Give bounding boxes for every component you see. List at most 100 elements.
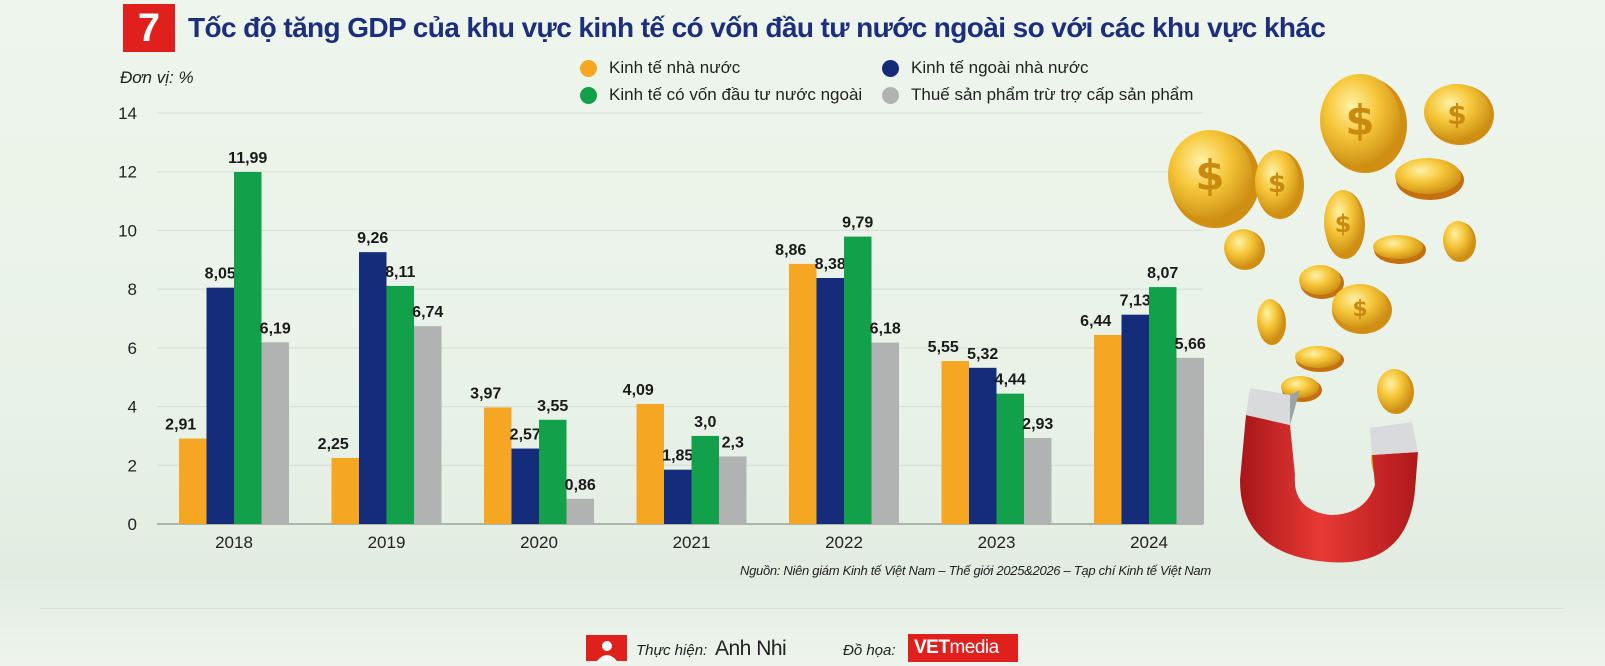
magnet-icon bbox=[1240, 388, 1418, 563]
legend: Kinh tế nhà nước Kinh tế ngoài nhà nước … bbox=[580, 58, 1280, 114]
data-label: 4,44 bbox=[995, 372, 1026, 389]
bar bbox=[691, 435, 719, 524]
data-label: 6,44 bbox=[1080, 313, 1111, 330]
data-label: 1,85 bbox=[662, 448, 693, 465]
bar bbox=[359, 252, 387, 524]
y-tick-label: 6 bbox=[128, 339, 137, 358]
coin-icon: $ bbox=[1320, 74, 1407, 173]
chart-title: Tốc độ tăng GDP của khu vực kinh tế có v… bbox=[188, 12, 1326, 43]
y-tick-label: 14 bbox=[118, 104, 137, 123]
data-label: 5,32 bbox=[967, 346, 998, 363]
bar bbox=[789, 263, 817, 524]
data-label: 11,99 bbox=[228, 150, 267, 167]
coin-icon bbox=[1299, 265, 1344, 299]
data-label: 3,0 bbox=[694, 414, 716, 431]
legend-swatch-state bbox=[580, 59, 597, 77]
coin-icon bbox=[1395, 158, 1464, 200]
x-tick-label: 2020 bbox=[520, 533, 558, 552]
bar bbox=[1149, 287, 1177, 524]
bar bbox=[816, 277, 844, 524]
coin-icon bbox=[1224, 229, 1265, 270]
data-label: 8,86 bbox=[775, 242, 806, 259]
author-name: Anh Nhi bbox=[715, 637, 787, 660]
data-label: 8,38 bbox=[815, 256, 846, 273]
bar bbox=[206, 287, 234, 524]
x-tick-label: 2019 bbox=[368, 533, 406, 552]
bar bbox=[969, 367, 997, 524]
data-label: 8,11 bbox=[385, 264, 415, 281]
data-label: 2,25 bbox=[318, 436, 349, 453]
bar bbox=[844, 236, 872, 524]
coin-icon bbox=[1377, 369, 1414, 414]
bar bbox=[386, 285, 414, 524]
data-label: 2,93 bbox=[1022, 416, 1053, 433]
x-tick-label: 2023 bbox=[978, 533, 1016, 552]
data-label: 2,3 bbox=[722, 434, 744, 451]
legend-swatch-non-state bbox=[882, 59, 899, 77]
legend-item-state: Kinh tế nhà nước bbox=[580, 58, 740, 78]
legend-label-tax: Thuế sản phẩm trừ trợ cấp sản phẩm bbox=[911, 85, 1194, 104]
x-tick-label: 2024 bbox=[1130, 533, 1168, 552]
coin-icon: $ bbox=[1332, 284, 1392, 334]
bar bbox=[871, 342, 899, 524]
data-label: 3,97 bbox=[470, 385, 501, 402]
data-label: 9,26 bbox=[357, 230, 388, 247]
bar bbox=[1176, 357, 1204, 524]
data-label: 3,55 bbox=[537, 398, 568, 415]
bar bbox=[511, 448, 539, 524]
bar bbox=[179, 438, 207, 524]
svg-text:$: $ bbox=[1345, 96, 1374, 145]
data-label: 5,66 bbox=[1175, 336, 1206, 353]
bar bbox=[1024, 437, 1052, 524]
chart-number-badge: 7 bbox=[123, 4, 175, 52]
coin-icon: $ bbox=[1324, 190, 1365, 259]
bar-chart: 0 2 4 6 8 10 12 14 2,91 8,05 11,99 6,19 2018 2,25 9,26… bbox=[118, 104, 1206, 552]
y-tick-label: 0 bbox=[128, 515, 137, 534]
coin-icon bbox=[1295, 346, 1344, 372]
bar bbox=[566, 498, 594, 524]
data-label: 8,05 bbox=[205, 266, 236, 283]
bar bbox=[234, 172, 262, 524]
coin-icon: $ bbox=[1424, 84, 1494, 145]
svg-text:$: $ bbox=[1268, 169, 1286, 199]
data-label: 8,07 bbox=[1147, 265, 1178, 282]
x-tick-label: 2022 bbox=[825, 533, 863, 552]
coin-icon: $ bbox=[1255, 150, 1304, 219]
legend-item-non-state: Kinh tế ngoài nhà nước bbox=[882, 58, 1089, 78]
data-label: 0,86 bbox=[565, 477, 596, 494]
y-tick-label: 4 bbox=[128, 398, 137, 417]
legend-label-state: Kinh tế nhà nước bbox=[609, 58, 741, 77]
svg-text:$: $ bbox=[1447, 98, 1466, 131]
bar bbox=[414, 326, 442, 524]
logo-bold-text: VET bbox=[914, 637, 950, 658]
vetmedia-logo: VET media bbox=[908, 634, 1018, 662]
footer-divider bbox=[40, 608, 1565, 609]
bar bbox=[719, 456, 747, 524]
coin-icon bbox=[1373, 235, 1426, 264]
y-tick-label: 2 bbox=[128, 456, 137, 475]
bar bbox=[941, 361, 969, 524]
y-tick-label: 12 bbox=[118, 163, 137, 182]
y-tick-label: 10 bbox=[118, 221, 137, 240]
x-tick-label: 2021 bbox=[673, 533, 711, 552]
logo-rest-text: media bbox=[949, 637, 999, 658]
data-label: 7,13 bbox=[1120, 293, 1151, 310]
bar bbox=[1121, 314, 1149, 524]
svg-text:$: $ bbox=[1352, 297, 1367, 322]
legend-swatch-tax bbox=[882, 86, 899, 104]
bar bbox=[664, 469, 692, 524]
source-note: Nguồn: Niên giám Kinh tế Việt Nam – Thế … bbox=[740, 563, 1211, 578]
data-label: 6,19 bbox=[260, 320, 291, 337]
bar bbox=[636, 403, 664, 524]
bar bbox=[996, 393, 1024, 524]
author-label: Thực hiện: bbox=[636, 642, 708, 659]
legend-label-non-state: Kinh tế ngoài nhà nước bbox=[911, 58, 1089, 77]
author-icon bbox=[586, 635, 627, 661]
unit-label: Đơn vị: % bbox=[120, 68, 194, 87]
design-label: Đồ họa: bbox=[843, 642, 896, 659]
data-label: 9,79 bbox=[842, 215, 873, 232]
legend-item-tax: Thuế sản phẩm trừ trợ cấp sản phẩm bbox=[882, 85, 1193, 105]
legend-swatch-fdi bbox=[580, 86, 597, 104]
legend-label-fdi: Kinh tế có vốn đầu tư nước ngoài bbox=[609, 85, 863, 104]
data-label: 4,09 bbox=[623, 382, 654, 399]
